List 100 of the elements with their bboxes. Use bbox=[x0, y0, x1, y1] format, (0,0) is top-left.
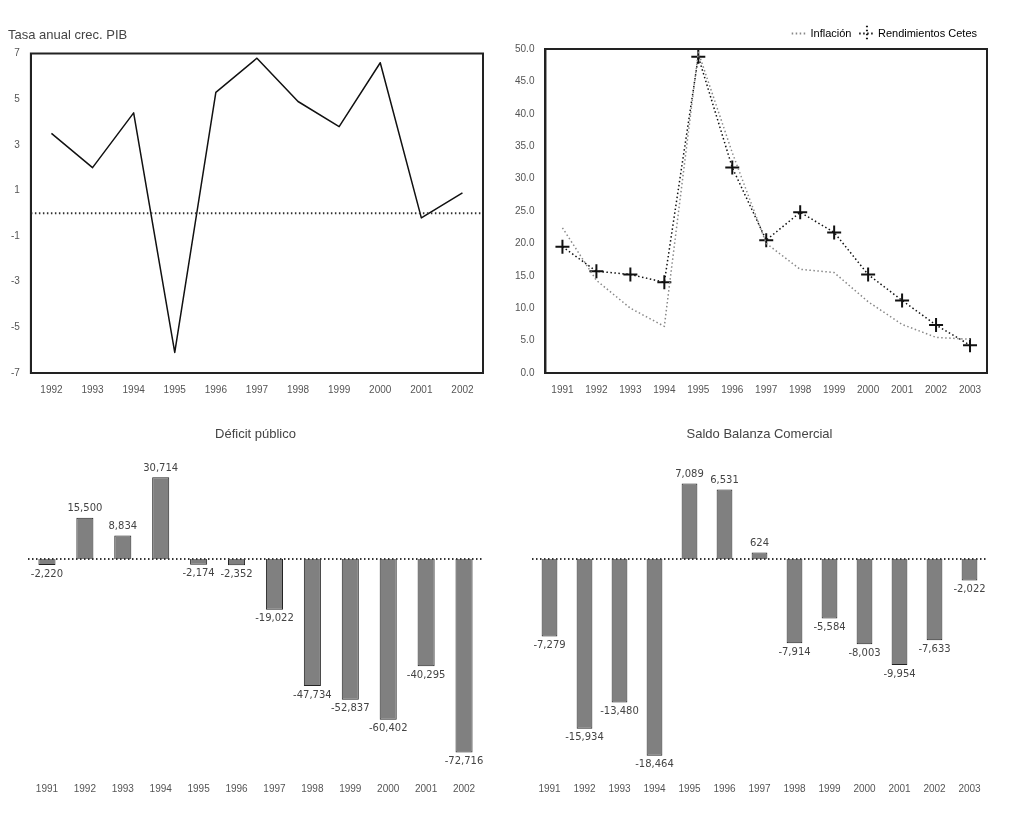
data-label: -5,584 bbox=[813, 621, 846, 633]
data-label: -2,220 bbox=[30, 567, 64, 579]
x-tick-label: 2000 bbox=[853, 782, 877, 794]
y-tick-label: 15.0 bbox=[514, 269, 535, 281]
x-tick-label: 1993 bbox=[81, 383, 105, 395]
y-tick-label: -7 bbox=[10, 366, 21, 378]
data-label: 8,834 bbox=[108, 520, 138, 532]
data-label: -2,022 bbox=[953, 583, 986, 595]
x-tick-label: 2001 bbox=[890, 383, 914, 395]
x-tick-label: 1996 bbox=[204, 383, 228, 395]
x-tick-label: 1999 bbox=[818, 782, 842, 794]
point bbox=[894, 292, 911, 309]
x-tick-label: 1998 bbox=[789, 383, 812, 395]
x-tick-label: 2000 bbox=[369, 383, 392, 395]
y-tick-label: -1 bbox=[10, 229, 21, 241]
data-label: 15,500 bbox=[67, 502, 103, 514]
x-tick-label: 1992 bbox=[40, 383, 63, 395]
y-tick-label: 25.0 bbox=[514, 204, 535, 216]
point bbox=[758, 232, 775, 249]
x-tick-label: 1993 bbox=[608, 782, 632, 794]
x-tick-label: 1993 bbox=[619, 383, 642, 395]
x-tick-label: 2003 bbox=[958, 782, 982, 794]
y-tick-label: 40.0 bbox=[514, 107, 535, 119]
x-tick-label: 2003 bbox=[958, 383, 982, 395]
y-tick-label: 5.0 bbox=[520, 334, 535, 346]
y-tick-label: 45.0 bbox=[514, 75, 535, 87]
data-label: 6,531 bbox=[710, 474, 739, 486]
y-tick-label: 0.0 bbox=[520, 366, 535, 378]
point bbox=[622, 266, 639, 283]
point bbox=[656, 274, 673, 291]
x-tick-label: 1995 bbox=[187, 782, 211, 794]
x-tick-label: 2002 bbox=[923, 782, 947, 794]
y-tick-label: 20.0 bbox=[514, 237, 535, 249]
x-tick-label: 1996 bbox=[225, 782, 249, 794]
data-label: -19,022 bbox=[255, 612, 294, 624]
x-tick-label: 1998 bbox=[783, 782, 807, 794]
chart-title: Tasa anual crec. PIB bbox=[8, 27, 128, 43]
x-tick-label: 2002 bbox=[452, 782, 476, 794]
x-tick-label: 1998 bbox=[286, 383, 310, 395]
x-tick-label: 1994 bbox=[653, 383, 676, 395]
data-label: -13,480 bbox=[600, 705, 639, 717]
x-tick-label: 1995 bbox=[163, 383, 187, 395]
x-tick-label: 2001 bbox=[888, 782, 912, 794]
x-tick-label: 1991 bbox=[551, 383, 574, 395]
point bbox=[554, 238, 571, 255]
x-tick-label: 1999 bbox=[823, 383, 846, 395]
data-label: -7,279 bbox=[533, 639, 566, 651]
data-label: -18,464 bbox=[635, 758, 674, 770]
data-label: -2,352 bbox=[220, 567, 253, 579]
point bbox=[826, 224, 843, 241]
x-tick-label: 1999 bbox=[339, 782, 362, 794]
x-tick-label: 1997 bbox=[263, 782, 287, 794]
y-tick-label: -3 bbox=[10, 275, 21, 287]
data-label: -72,716 bbox=[444, 755, 484, 767]
x-tick-label: 2002 bbox=[451, 383, 475, 395]
x-tick-label: 1994 bbox=[122, 383, 146, 395]
y-tick-label: -5 bbox=[10, 321, 21, 333]
y-tick-label: 30.0 bbox=[514, 172, 535, 184]
data-label: -7,633 bbox=[918, 642, 951, 654]
data-label: -52,837 bbox=[330, 702, 370, 714]
point bbox=[860, 266, 877, 283]
x-tick-label: 1991 bbox=[35, 782, 59, 794]
x-tick-label: 2000 bbox=[857, 383, 880, 395]
x-tick-label: 1992 bbox=[585, 383, 608, 395]
x-tick-label: 1991 bbox=[538, 782, 562, 794]
x-tick-label: 1996 bbox=[713, 782, 737, 794]
data-label: 624 bbox=[749, 537, 770, 549]
x-tick-label: 1994 bbox=[149, 782, 173, 794]
chart-title: Déficit público bbox=[215, 426, 296, 442]
x-tick-label: 1995 bbox=[687, 383, 710, 395]
data-label: -15,934 bbox=[565, 731, 604, 743]
x-tick-label: 2001 bbox=[415, 782, 438, 794]
x-tick-label: 1996 bbox=[721, 383, 744, 395]
data-label: 7,089 bbox=[675, 468, 704, 480]
x-tick-label: 2000 bbox=[377, 782, 400, 794]
data-label: -60,402 bbox=[368, 722, 408, 734]
point bbox=[928, 317, 945, 334]
data-label: -7,914 bbox=[778, 645, 811, 657]
legend-label: Rendimientos Cetes bbox=[877, 26, 978, 39]
y-tick-label: 50.0 bbox=[514, 42, 535, 54]
y-tick-label: 35.0 bbox=[514, 139, 535, 151]
x-tick-label: 1995 bbox=[678, 782, 702, 794]
y-tick-label: 5 bbox=[14, 92, 21, 104]
x-tick-label: 1992 bbox=[573, 782, 597, 794]
y-tick-label: 10.0 bbox=[514, 301, 535, 313]
data-label: 30,714 bbox=[143, 461, 179, 473]
data-label: -40,295 bbox=[406, 668, 446, 680]
point bbox=[962, 337, 979, 354]
point bbox=[724, 159, 741, 176]
chart-title: Saldo Balanza Comercial bbox=[686, 426, 833, 442]
x-tick-label: 1992 bbox=[73, 782, 97, 794]
x-tick-label: 1997 bbox=[748, 782, 772, 794]
y-tick-label: 7 bbox=[14, 47, 21, 59]
y-tick-label: 3 bbox=[14, 138, 21, 150]
point bbox=[690, 49, 707, 65]
point bbox=[792, 204, 809, 221]
x-tick-label: 2001 bbox=[410, 383, 433, 395]
x-tick-label: 1994 bbox=[643, 782, 667, 794]
data-label: -9,954 bbox=[883, 667, 916, 679]
legend-label: Inflación bbox=[810, 26, 852, 39]
